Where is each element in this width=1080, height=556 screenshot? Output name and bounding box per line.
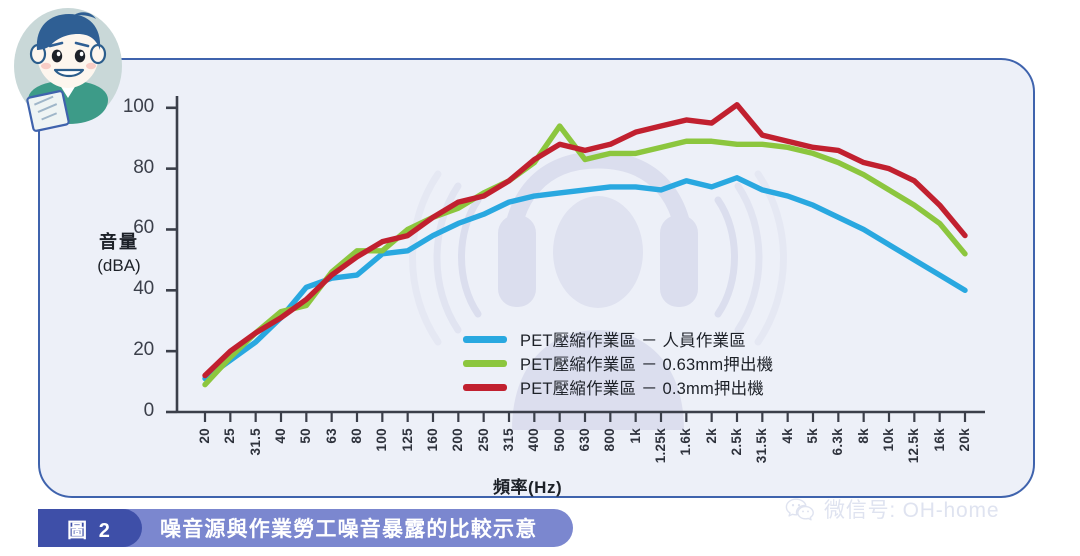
x-axis-title: 頻率(Hz) xyxy=(493,478,563,497)
figure-caption-bar: 圖 2 噪音源與作業勞工噪音暴露的比較示意 xyxy=(38,509,573,547)
x-axis-tick-2.5k: 2.5k xyxy=(729,428,744,456)
y-axis-tick-100: 100 xyxy=(122,95,154,117)
y-axis-tick-0: 0 xyxy=(143,400,155,421)
figure-number-badge: 圖 2 xyxy=(38,509,142,547)
legend-label-2: PET壓縮作業區 － 0.3mm押出機 xyxy=(520,380,764,398)
chart-legend: PET壓縮作業區 － 人員作業區 PET壓縮作業區 － 0.63mm押出機 PET壓… xyxy=(463,327,773,399)
wechat-icon xyxy=(785,498,814,521)
legend-label-0: PET壓縮作業區 － 人員作業區 xyxy=(520,332,746,350)
wechat-watermark: 微信号: OH-home xyxy=(785,494,999,524)
x-axis-tick-12.5k: 12.5k xyxy=(906,428,922,464)
x-axis-tick-200: 200 xyxy=(450,428,466,452)
legend-item-0[interactable]: PET壓縮作業區 － 人員作業區 xyxy=(463,327,773,351)
x-axis-tick-25: 25 xyxy=(222,428,238,444)
x-axis-tick-6.3k: 6.3k xyxy=(830,428,846,456)
x-axis-tick-800: 800 xyxy=(602,428,618,452)
x-axis-tick-80: 80 xyxy=(349,428,364,444)
y-axis-tick-80: 80 xyxy=(133,156,154,178)
x-axis-tick-20k: 20k xyxy=(957,428,972,452)
y-axis-tick-20: 20 xyxy=(133,339,154,361)
x-axis-tick-160: 160 xyxy=(425,428,440,452)
wechat-id-text: 微信号: OH-home xyxy=(824,499,1000,522)
x-axis-tick-31.5k: 31.5k xyxy=(754,428,770,464)
x-axis-tick-10k: 10k xyxy=(881,428,896,452)
x-axis-tick-40: 40 xyxy=(273,428,288,444)
legend-swatch-1 xyxy=(463,359,507,367)
x-axis-tick-20: 20 xyxy=(197,428,212,444)
legend-label-1: PET壓縮作業區 － 0.63mm押出機 xyxy=(520,356,774,374)
x-axis-tick-8k: 8k xyxy=(855,428,871,444)
x-axis-tick-31.5: 31.5 xyxy=(247,428,263,456)
y-axis-title-line2: (dBA) xyxy=(97,256,141,275)
x-axis-tick-1.6k: 1.6k xyxy=(678,428,694,456)
x-axis-tick-5k: 5k xyxy=(805,428,820,444)
x-axis-tick-4k: 4k xyxy=(779,428,795,444)
y-axis-title-line1: 音量 xyxy=(99,232,139,252)
x-axis-tick-315: 315 xyxy=(501,428,516,452)
x-axis-tick-16k: 16k xyxy=(931,428,947,452)
y-axis-tick-60: 60 xyxy=(133,217,154,239)
y-axis-title: 音量 (dBA) xyxy=(76,228,162,276)
legend-item-1[interactable]: PET壓縮作業區 － 0.63mm押出機 xyxy=(463,351,773,375)
mascot-boy-icon xyxy=(14,8,122,132)
x-axis-tick-2k: 2k xyxy=(703,428,719,444)
x-axis-tick-1k: 1k xyxy=(627,428,643,444)
figure-caption-text: 噪音源與作業勞工噪音暴露的比較示意 xyxy=(160,518,538,541)
legend-swatch-0 xyxy=(463,335,507,343)
x-axis-tick-250: 250 xyxy=(475,428,491,452)
x-axis-tick-50: 50 xyxy=(298,428,314,444)
x-axis-tick-1.25k: 1.25k xyxy=(653,428,668,464)
legend-item-2[interactable]: PET壓縮作業區 － 0.3mm押出機 xyxy=(463,375,773,399)
y-axis-tick-40: 40 xyxy=(133,278,154,300)
x-axis-tick-63: 63 xyxy=(323,428,339,444)
x-axis-tick-400: 400 xyxy=(526,428,542,452)
x-axis-tick-125: 125 xyxy=(399,428,415,452)
x-axis-tick-500: 500 xyxy=(551,428,567,452)
x-axis-tick-630: 630 xyxy=(577,428,592,452)
x-axis-tick-100: 100 xyxy=(374,428,390,452)
legend-swatch-2 xyxy=(463,383,507,391)
